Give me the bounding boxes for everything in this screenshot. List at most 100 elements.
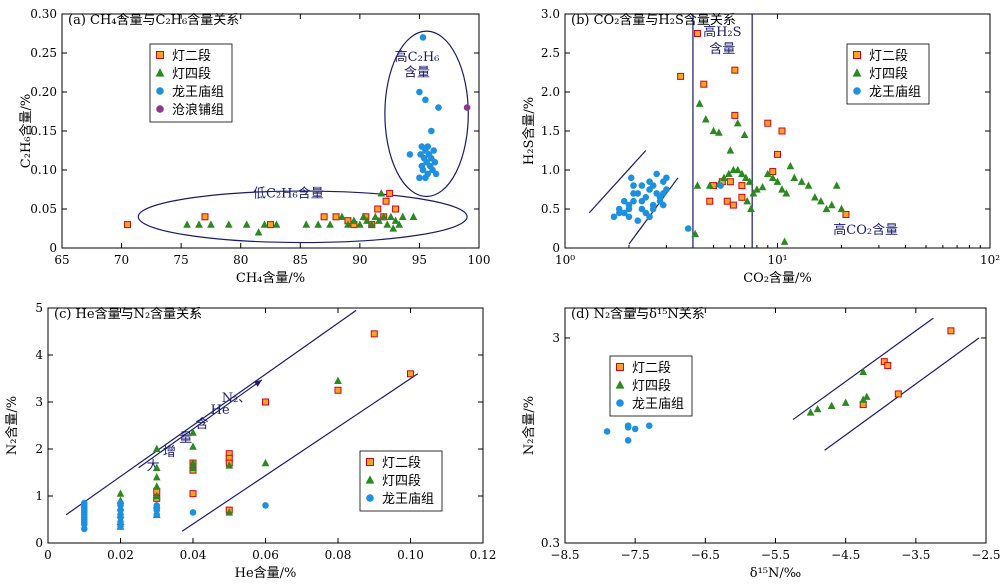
y-tick-label: 1.5 xyxy=(541,124,560,138)
data-point xyxy=(780,237,789,245)
data-point xyxy=(724,169,733,178)
y-tick-label: 4 xyxy=(35,348,43,362)
data-point xyxy=(663,174,670,182)
data-point xyxy=(272,220,281,228)
data-point xyxy=(224,220,233,228)
data-point xyxy=(338,212,346,220)
data-point xyxy=(189,509,197,516)
data-point xyxy=(723,197,731,205)
data-point xyxy=(659,190,667,197)
data-point xyxy=(717,182,724,189)
data-point xyxy=(646,213,653,221)
data-point xyxy=(817,197,825,205)
data-point xyxy=(693,30,701,37)
data-point xyxy=(80,525,88,533)
y-tick-label: 2.0 xyxy=(541,85,560,99)
y-tick-label: 3.0 xyxy=(541,7,560,21)
data-point xyxy=(416,174,423,182)
data-point xyxy=(862,392,871,400)
y-tick-label: 0.5 xyxy=(541,202,560,216)
data-point xyxy=(733,119,742,127)
legend-marker xyxy=(853,51,861,59)
data-point xyxy=(422,96,429,104)
data-point xyxy=(152,463,161,471)
legend-label: 龙王庙组 xyxy=(632,397,684,412)
data-point xyxy=(677,72,685,80)
data-point xyxy=(768,173,777,181)
y-tick-label: 0.10 xyxy=(30,163,57,177)
data-point xyxy=(797,177,806,185)
data-point xyxy=(314,220,323,228)
data-point xyxy=(117,513,124,521)
data-point xyxy=(419,166,427,174)
data-point xyxy=(419,34,427,41)
data-point xyxy=(371,212,380,220)
data-point xyxy=(738,169,746,178)
data-point xyxy=(774,150,781,158)
data-point xyxy=(254,228,263,236)
data-point xyxy=(743,197,752,205)
legend-marker xyxy=(155,68,165,77)
legend-label: 沧浪铺组 xyxy=(172,102,224,118)
data-point xyxy=(189,428,197,436)
data-point xyxy=(262,398,269,406)
data-point xyxy=(827,200,836,209)
data-point xyxy=(947,327,955,335)
data-point xyxy=(391,216,400,224)
data-point xyxy=(395,220,404,228)
data-point xyxy=(386,189,394,197)
y-axis-label: N₂含量/% xyxy=(4,396,20,455)
data-point xyxy=(653,170,660,178)
data-point xyxy=(435,104,442,111)
x-axis-label: He含量/% xyxy=(235,565,297,581)
data-point xyxy=(659,201,667,209)
annotation: 高C₂H₆ xyxy=(395,49,440,65)
data-point xyxy=(620,197,628,205)
y-tick-label: 0.3 xyxy=(541,536,560,550)
x-tick-label: 100 xyxy=(468,253,491,267)
legend-marker xyxy=(156,105,164,113)
x-axis-label: CO₂含量/% xyxy=(743,270,812,286)
data-point xyxy=(894,390,902,398)
data-point xyxy=(630,190,637,197)
legend-label: 灯四段 xyxy=(382,474,421,489)
x-tick-label: 0.10 xyxy=(397,548,424,562)
data-point xyxy=(386,212,395,220)
data-point xyxy=(610,213,618,221)
data-point xyxy=(332,213,340,221)
chart-b: (b) CO₂含量与H₂S含量关系 10⁰ 10¹ 10² 0 0.5 1.0 1.5 2.0 2… xyxy=(521,7,1000,286)
y-tick-label: 0 xyxy=(35,536,43,550)
data-point xyxy=(374,205,382,213)
legend-label: 灯二段 xyxy=(632,361,671,376)
data-point xyxy=(153,511,161,519)
data-point xyxy=(649,205,657,213)
data-point xyxy=(773,177,782,185)
data-point xyxy=(124,221,132,229)
legend-label: 灯二段 xyxy=(382,456,421,471)
data-point xyxy=(841,398,850,406)
data-point xyxy=(615,209,623,217)
data-point xyxy=(738,182,746,190)
x-tick-label: 0.06 xyxy=(252,548,279,562)
data-point xyxy=(117,506,124,514)
data-point xyxy=(747,204,755,213)
x-tick-label: −6.5 xyxy=(691,548,720,562)
data-point xyxy=(379,212,388,220)
y-tick-label: 0.25 xyxy=(30,46,57,60)
x-tick-label: −3.5 xyxy=(901,548,930,562)
y-axis-label: C₂H₆含量/% xyxy=(18,94,34,168)
data-point xyxy=(742,173,750,181)
data-point xyxy=(359,212,368,220)
data-point xyxy=(726,146,735,154)
data-point xyxy=(645,422,653,429)
data-point xyxy=(630,197,637,205)
data-point xyxy=(625,213,633,221)
chart-a: (a) CH₄含量与C₂H₆含量关系 65 70 75 80 85 90 95 100 0 0.05… xyxy=(18,7,490,286)
data-point xyxy=(753,185,761,193)
x-tick-label: 10² xyxy=(980,253,1000,267)
x-tick-label: −4.5 xyxy=(831,548,860,562)
data-point xyxy=(731,111,739,119)
